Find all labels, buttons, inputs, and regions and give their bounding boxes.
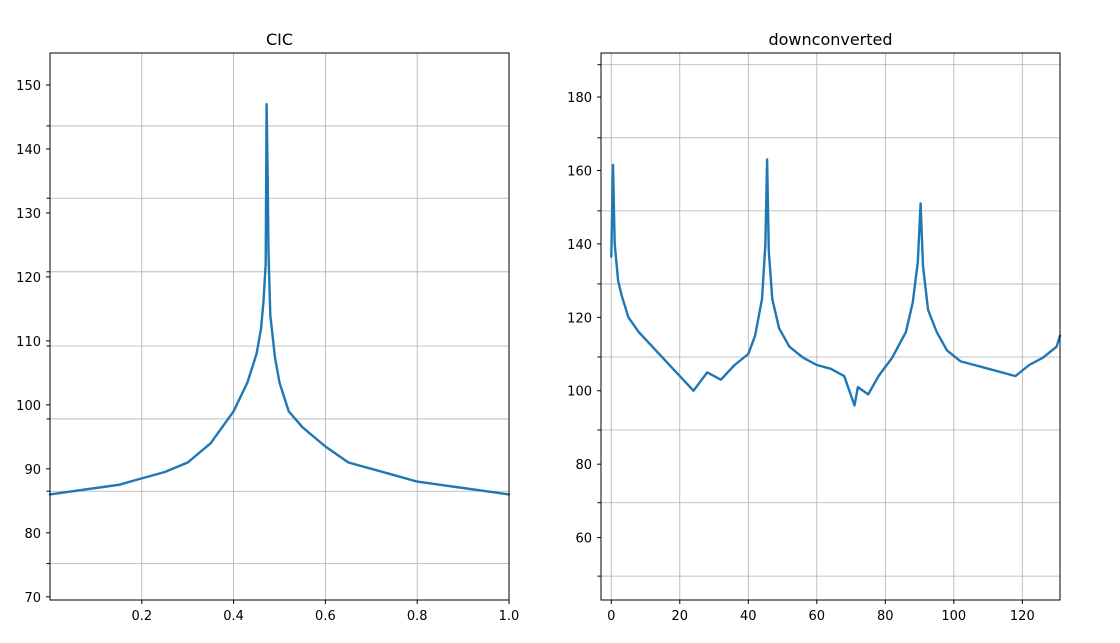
series-line-downconverted <box>610 158 1062 407</box>
chart-title-cic: CIC <box>266 30 293 49</box>
y-tick-label: 160 <box>567 164 592 179</box>
x-tick-label: 0.8 <box>407 609 428 624</box>
x-tick-label: 120 <box>1010 609 1035 624</box>
y-tick-label: 80 <box>575 458 592 473</box>
x-tick-label: 100 <box>941 609 966 624</box>
plot-frame <box>600 52 1061 601</box>
y-tick-label: 100 <box>16 399 41 414</box>
y-tick-label: 150 <box>16 79 41 94</box>
plot-frame <box>49 52 510 601</box>
chart-panel-downconverted: downconverted 0 20 40 60 80 100 120 60 80 100 120 14… <box>567 30 1062 624</box>
series-line-cic <box>48 103 511 496</box>
y-tick-label: 180 <box>567 91 592 106</box>
x-tick-label: 60 <box>809 609 826 624</box>
x-tick-label: 1.0 <box>499 609 520 624</box>
y-tick-label: 60 <box>575 532 592 547</box>
y-tick-label: 100 <box>567 385 592 400</box>
chart-panel-cic: CIC 0.2 0.4 0.6 0.8 1.0 70 80 90 100 110 120 130 140 1… <box>16 30 519 624</box>
x-tick-label: 0 <box>607 609 615 624</box>
y-tick-label: 80 <box>24 527 41 542</box>
x-tick-label: 0.4 <box>223 609 244 624</box>
chart-title-downconverted: downconverted <box>768 30 892 49</box>
x-tick-label: 0.6 <box>315 609 336 624</box>
x-tick-label: 0.2 <box>131 609 152 624</box>
y-tick-label: 90 <box>24 463 41 478</box>
y-tick-label: 120 <box>567 311 592 326</box>
y-tick-label: 70 <box>24 591 41 606</box>
x-tick-label: 80 <box>877 609 894 624</box>
x-tick-label: 40 <box>740 609 757 624</box>
y-tick-label: 140 <box>567 238 592 253</box>
y-tick-label: 120 <box>16 271 41 286</box>
x-tick-label: 20 <box>672 609 689 624</box>
y-tick-label: 140 <box>16 143 41 158</box>
y-tick-label: 110 <box>16 335 41 350</box>
y-tick-label: 130 <box>16 207 41 222</box>
